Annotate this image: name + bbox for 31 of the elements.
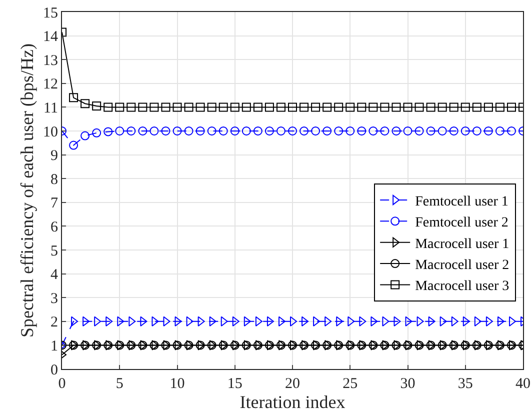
x-tick-label: 10 — [170, 376, 185, 392]
y-tick-label: 14 — [43, 29, 58, 46]
y-tick-label: 15 — [43, 5, 58, 22]
y-tick-label: 6 — [50, 219, 58, 236]
x-tick-label: 30 — [400, 376, 416, 392]
x-tick-label: 15 — [227, 376, 242, 392]
x-tick-label: 25 — [342, 376, 358, 392]
y-tick-label: 1 — [50, 338, 58, 354]
y-tick-label: 13 — [43, 52, 58, 69]
x-axis-title: Iteration index — [240, 392, 346, 412]
legend-label: Femtocell user 2 — [415, 216, 508, 231]
x-tick-label: 20 — [285, 376, 300, 392]
y-tick-label: 4 — [50, 267, 58, 284]
y-tick-label: 12 — [43, 76, 58, 93]
y-tick-label: 10 — [43, 124, 58, 140]
y-tick-label: 2 — [50, 314, 58, 331]
y-tick-label: 0 — [50, 362, 58, 378]
x-tick-label: 40 — [516, 376, 530, 392]
x-tick-label: 5 — [116, 376, 124, 392]
legend-label: Macrocell user 2 — [415, 258, 510, 274]
y-tick-label: 8 — [50, 172, 58, 188]
y-axis-title: Spectral efficiency of each user (bps/Hz) — [17, 43, 38, 338]
legend-label: Femtocell user 1 — [415, 194, 508, 210]
legend-label: Macrocell user 1 — [415, 236, 510, 252]
y-tick-label: 3 — [50, 290, 58, 307]
y-tick-label: 11 — [44, 100, 58, 116]
x-tick-label: 35 — [458, 376, 473, 392]
y-tick-label: 5 — [50, 243, 58, 260]
y-tick-label: 7 — [50, 196, 58, 212]
legend-label: Macrocell user 3 — [415, 279, 510, 294]
y-tick-label: 9 — [50, 148, 58, 164]
